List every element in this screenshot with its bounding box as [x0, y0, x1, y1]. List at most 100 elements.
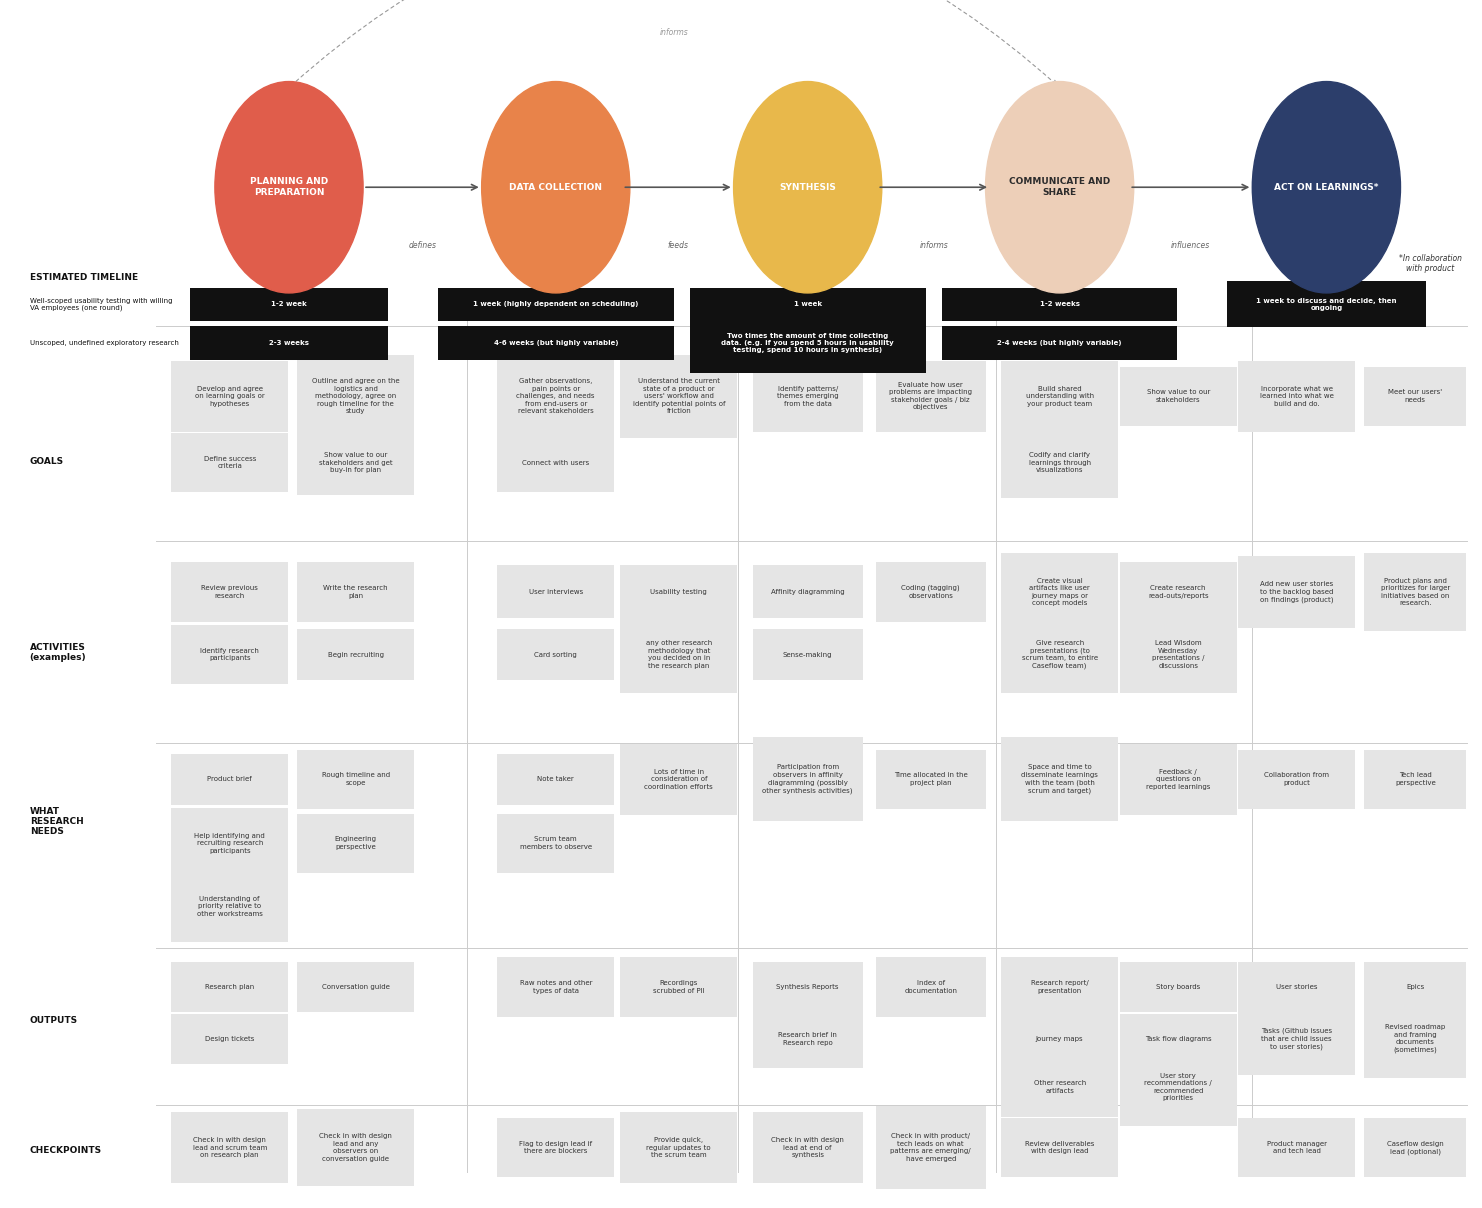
Text: Begin recruiting: Begin recruiting	[328, 652, 384, 657]
Text: Build shared
understanding with
your product team: Build shared understanding with your pro…	[1026, 385, 1094, 407]
FancyBboxPatch shape	[296, 629, 413, 680]
FancyBboxPatch shape	[1002, 426, 1117, 498]
FancyBboxPatch shape	[296, 814, 413, 872]
FancyBboxPatch shape	[170, 626, 288, 684]
FancyBboxPatch shape	[621, 354, 738, 437]
FancyBboxPatch shape	[1363, 366, 1467, 425]
FancyBboxPatch shape	[1120, 1014, 1236, 1064]
FancyBboxPatch shape	[1120, 366, 1236, 425]
FancyBboxPatch shape	[621, 565, 738, 618]
Text: 2-4 weeks (but highly variable): 2-4 weeks (but highly variable)	[997, 341, 1122, 345]
Text: User stories: User stories	[1276, 985, 1317, 989]
Text: informs: informs	[919, 240, 948, 250]
Text: Create research
read-outs/reports: Create research read-outs/reports	[1149, 585, 1208, 599]
Text: Review deliverables
with design lead: Review deliverables with design lead	[1026, 1140, 1094, 1155]
FancyBboxPatch shape	[1239, 556, 1355, 628]
FancyBboxPatch shape	[170, 563, 288, 621]
Text: Unscoped, undefined exploratory research: Unscoped, undefined exploratory research	[30, 341, 178, 345]
Text: Add new user stories
to the backlog based
on findings (product): Add new user stories to the backlog base…	[1260, 581, 1334, 603]
Text: informs: informs	[659, 28, 689, 37]
FancyBboxPatch shape	[296, 354, 413, 437]
Text: Design tickets: Design tickets	[205, 1036, 255, 1041]
FancyArrowPatch shape	[290, 0, 1057, 86]
Text: Epics: Epics	[1406, 985, 1424, 989]
Text: Understanding of
priority relative to
other workstreams: Understanding of priority relative to ot…	[197, 895, 262, 917]
Text: 1-2 weeks: 1-2 weeks	[1040, 302, 1079, 307]
Text: influences: influences	[1171, 240, 1211, 250]
Text: Coding (tagging)
observations: Coding (tagging) observations	[901, 585, 960, 599]
Text: Outline and agree on the
logistics and
methodology, agree on
rough timeline for : Outline and agree on the logistics and m…	[311, 378, 400, 414]
Text: Product manager
and tech lead: Product manager and tech lead	[1267, 1140, 1326, 1155]
Text: Time allocated in the
project plan: Time allocated in the project plan	[894, 772, 968, 786]
FancyBboxPatch shape	[621, 957, 738, 1017]
FancyBboxPatch shape	[1002, 737, 1117, 821]
FancyBboxPatch shape	[753, 1111, 863, 1184]
Text: Participation from
observers in affinity
diagramming (possibly
other synthesis a: Participation from observers in affinity…	[762, 765, 854, 794]
Text: Create visual
artifacts like user
journey maps or
concept models: Create visual artifacts like user journe…	[1030, 577, 1089, 606]
Text: Check in with design
lead and scrum team
on research plan: Check in with design lead and scrum team…	[193, 1137, 267, 1158]
FancyBboxPatch shape	[621, 744, 738, 815]
Text: Check in with design
lead and any
observers on
conversation guide: Check in with design lead and any observ…	[319, 1133, 393, 1162]
FancyBboxPatch shape	[1363, 1119, 1467, 1177]
FancyBboxPatch shape	[296, 563, 413, 621]
Text: Help identifying and
recruiting research
participants: Help identifying and recruiting research…	[194, 832, 265, 854]
Text: Recordings
scrubbed of PII: Recordings scrubbed of PII	[654, 980, 704, 994]
FancyBboxPatch shape	[170, 1111, 288, 1184]
Text: 2-3 weeks: 2-3 weeks	[270, 341, 308, 345]
Text: Caseflow design
lead (optional): Caseflow design lead (optional)	[1387, 1140, 1443, 1155]
Text: Show value to our
stakeholders: Show value to our stakeholders	[1147, 389, 1209, 403]
Ellipse shape	[986, 82, 1134, 294]
FancyBboxPatch shape	[170, 1014, 288, 1064]
Text: feeds: feeds	[667, 240, 689, 250]
FancyBboxPatch shape	[498, 814, 615, 872]
Text: Tasks (Github issues
that are child issues
to user stories): Tasks (Github issues that are child issu…	[1261, 1028, 1332, 1050]
FancyBboxPatch shape	[1239, 749, 1355, 809]
FancyBboxPatch shape	[296, 430, 413, 495]
Text: Scrum team
members to observe: Scrum team members to observe	[520, 836, 591, 850]
FancyBboxPatch shape	[1363, 553, 1467, 631]
FancyBboxPatch shape	[621, 616, 738, 693]
Text: 1 week to discuss and decide, then
ongoing: 1 week to discuss and decide, then ongoi…	[1257, 298, 1396, 310]
FancyBboxPatch shape	[1239, 360, 1355, 431]
Text: Lead Wisdom
Wednesday
presentations /
discussions: Lead Wisdom Wednesday presentations / di…	[1152, 640, 1205, 669]
FancyBboxPatch shape	[1120, 744, 1236, 815]
FancyBboxPatch shape	[689, 313, 925, 373]
Text: Collaboration from
product: Collaboration from product	[1264, 772, 1329, 786]
Text: Provide quick,
regular updates to
the scrum team: Provide quick, regular updates to the sc…	[646, 1137, 711, 1158]
Text: Engineering
perspective: Engineering perspective	[335, 836, 376, 850]
FancyBboxPatch shape	[170, 754, 288, 805]
Text: Evaluate how user
problems are impacting
stakeholder goals / biz
objectives: Evaluate how user problems are impacting…	[889, 382, 972, 411]
Text: Research brief in
Research repo: Research brief in Research repo	[778, 1032, 837, 1046]
FancyBboxPatch shape	[753, 565, 863, 618]
FancyBboxPatch shape	[1363, 1000, 1467, 1078]
FancyBboxPatch shape	[1239, 1119, 1355, 1177]
Text: Show value to our
stakeholders and get
buy-in for plan: Show value to our stakeholders and get b…	[319, 452, 393, 474]
FancyBboxPatch shape	[498, 957, 615, 1017]
Text: Journey maps: Journey maps	[1036, 1036, 1083, 1041]
FancyBboxPatch shape	[170, 962, 288, 1012]
Text: OUTPUTS: OUTPUTS	[30, 1016, 77, 1026]
Text: GOALS: GOALS	[30, 457, 64, 466]
Text: Task flow diagrams: Task flow diagrams	[1146, 1036, 1211, 1041]
Text: Develop and agree
on learning goals or
hypotheses: Develop and agree on learning goals or h…	[194, 385, 265, 407]
Text: Identify research
participants: Identify research participants	[200, 647, 259, 662]
Text: User story
recommendations /
recommended
priorities: User story recommendations / recommended…	[1144, 1073, 1212, 1102]
FancyBboxPatch shape	[498, 432, 615, 493]
Text: Review previous
research: Review previous research	[202, 585, 258, 599]
Ellipse shape	[215, 82, 363, 294]
Text: Define success
criteria: Define success criteria	[203, 455, 256, 470]
FancyBboxPatch shape	[498, 629, 615, 680]
Text: Usability testing: Usability testing	[651, 590, 707, 594]
Text: ACTIVITIES
(examples): ACTIVITIES (examples)	[30, 643, 86, 662]
FancyBboxPatch shape	[621, 1111, 738, 1184]
FancyBboxPatch shape	[1363, 749, 1467, 809]
FancyBboxPatch shape	[1239, 962, 1355, 1012]
Text: Feedback /
questions on
reported learnings: Feedback / questions on reported learnin…	[1146, 768, 1211, 790]
Text: Tech lead
perspective: Tech lead perspective	[1395, 772, 1436, 786]
FancyBboxPatch shape	[1120, 563, 1236, 621]
Text: Synthesis Reports: Synthesis Reports	[777, 985, 839, 989]
Text: SYNTHESIS: SYNTHESIS	[780, 182, 836, 192]
FancyBboxPatch shape	[689, 288, 925, 321]
FancyBboxPatch shape	[1239, 1003, 1355, 1075]
FancyBboxPatch shape	[1002, 1058, 1117, 1116]
